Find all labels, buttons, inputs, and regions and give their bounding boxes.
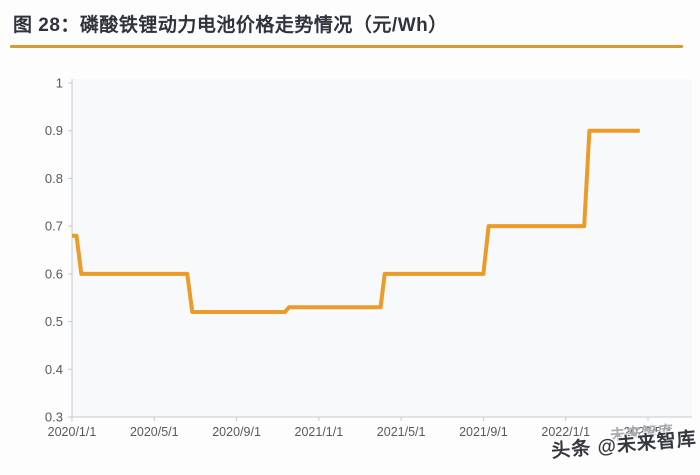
y-axis-tick-label: 0.6: [45, 266, 63, 281]
y-axis-tick-label: 0.4: [45, 362, 63, 377]
title-underline: [10, 45, 683, 48]
x-axis-tick-label: 2021/5/1: [377, 425, 426, 439]
y-axis-tick-label: 1: [56, 76, 63, 91]
y-axis-tick-label: 0.9: [45, 123, 63, 138]
y-axis-tick-label: 0.5: [45, 314, 63, 329]
x-axis-tick-label: 2021/1/1: [295, 425, 344, 439]
figure-title: 图 28：磷酸铁锂动力电池价格走势情况（元/Wh）: [13, 15, 448, 36]
x-axis-tick-label: 2020/5/1: [130, 425, 179, 439]
price-line: [72, 128, 640, 314]
x-axis-tick-label: 2022/1/1: [541, 425, 590, 439]
y-axis-tick-label: 0.8: [45, 171, 63, 186]
y-axis-tick-label: 0.3: [45, 410, 63, 425]
y-axis-tick-label: 0.7: [45, 219, 63, 234]
x-axis-tick-label: 2021/9/1: [459, 425, 508, 439]
x-axis-tick-label: 2020/1/1: [48, 425, 97, 439]
x-axis-tick-label: 2022/5/1: [624, 425, 673, 439]
x-axis-tick-label: 2020/9/1: [212, 425, 261, 439]
